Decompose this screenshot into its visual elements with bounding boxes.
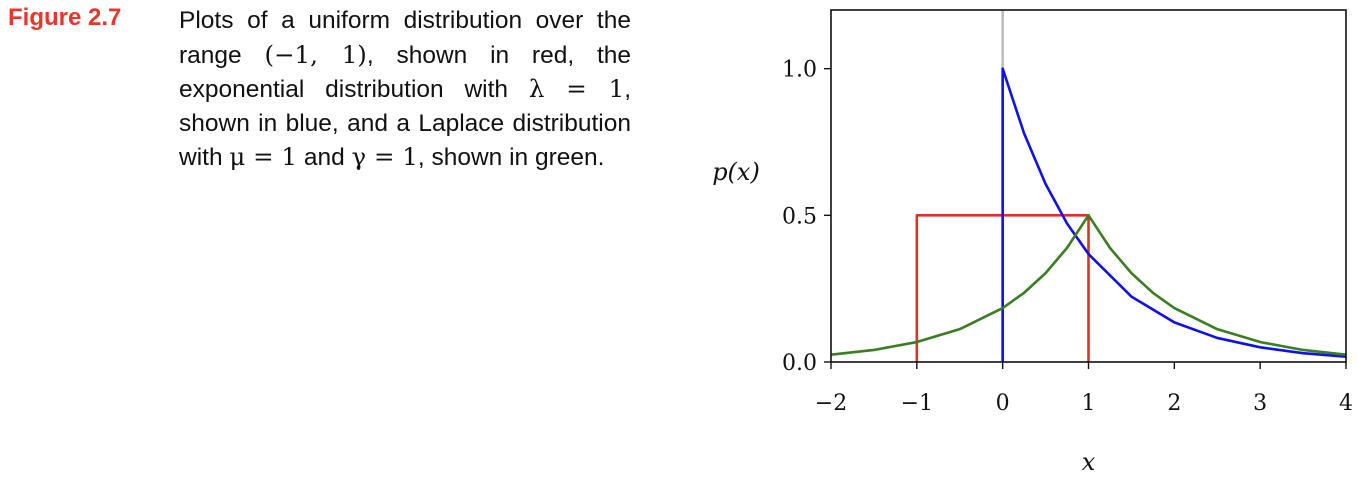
caption-text: , shown in green. xyxy=(417,144,605,171)
series-laplace xyxy=(830,214,1347,356)
y-tick-label: 1.0 xyxy=(782,58,817,83)
figure-caption: Plots of a uniform distribution over the… xyxy=(179,4,631,175)
caption-math-gamma: γ = 1 xyxy=(351,142,418,171)
x-axis-label: x xyxy=(1082,448,1096,476)
caption-math-mu: μ = 1 xyxy=(229,142,298,171)
x-tick-label: −1 xyxy=(901,391,933,416)
x-tick-label: 0 xyxy=(996,391,1010,416)
y-tick-label: 0.0 xyxy=(782,351,817,376)
caption-text: and xyxy=(297,144,352,171)
y-axis-label: p(x) xyxy=(712,158,760,186)
caption-text: Plots of a uniform distribution over the… xyxy=(179,7,631,69)
figure-label: Figure 2.7 xyxy=(8,4,122,31)
series-exponential xyxy=(1001,67,1347,362)
x-tick-label: 2 xyxy=(1167,391,1181,416)
x-tick-label: −2 xyxy=(815,391,847,416)
caption-math-range: (−1, 1) xyxy=(264,39,367,69)
y-tick-label: 0.5 xyxy=(782,204,817,229)
caption-math-lambda: λ = 1 xyxy=(528,74,625,103)
x-tick-label: 4 xyxy=(1339,391,1353,416)
x-tick-label: 3 xyxy=(1253,391,1267,416)
caption-text: , shown in red, the exponential distribu… xyxy=(179,41,632,104)
x-tick-label: 1 xyxy=(1082,391,1096,416)
caption-text: , shown in blue, and a Laplace distribut… xyxy=(179,76,631,171)
